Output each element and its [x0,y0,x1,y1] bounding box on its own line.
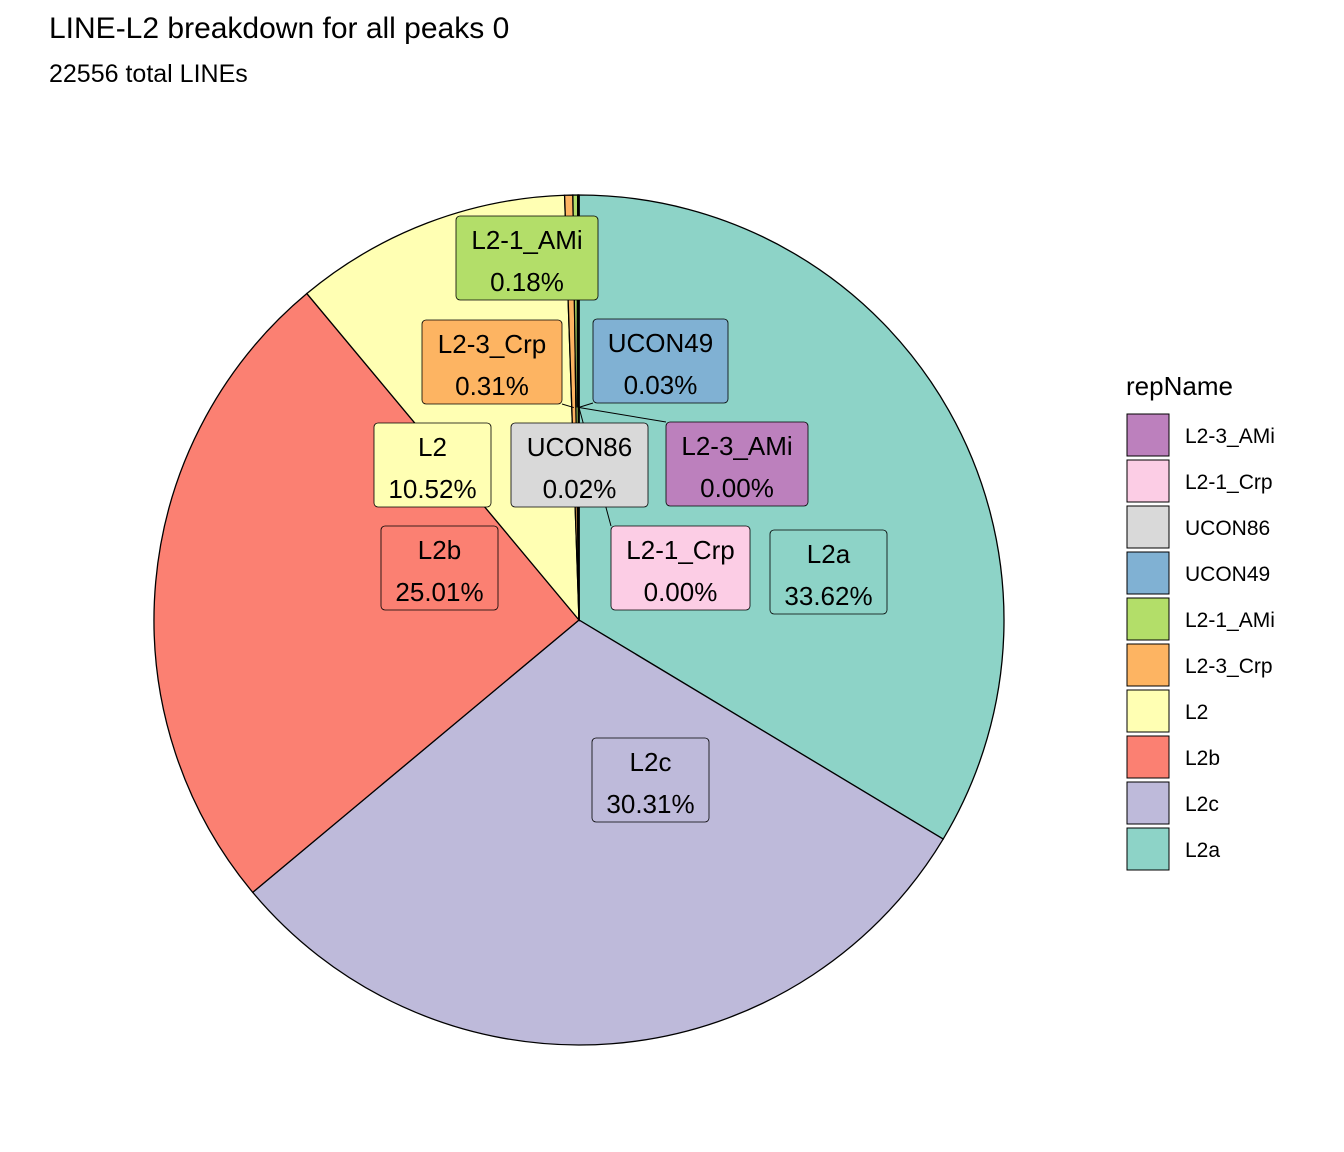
label-name-l2-3-crp: L2-3_Crp [438,329,546,359]
legend-label-l2-3-ami: L2-3_AMi [1185,425,1275,448]
label-box-ucon86 [510,422,649,508]
chart-title: LINE-L2 breakdown for all peaks 0 [49,12,510,45]
label-box-ucon49 [592,318,729,404]
legend-item-l2-1-crp: L2-1_Crp [1126,459,1273,503]
legend-item-l2-3-crp: L2-3_Crp [1126,643,1273,687]
label-name-l2-1-crp: L2-1_Crp [626,535,734,565]
legend-swatch-l2-3-ami [1126,413,1170,457]
legend-swatch-ucon49 [1126,551,1170,595]
legend-swatch-l2-1-ami [1126,597,1170,641]
label-name-l2c: L2c [630,747,672,777]
legend-label-ucon49: UCON49 [1185,563,1270,586]
label-value-l2a: 33.62% [784,581,872,611]
label-value-l2-1-crp: 0.00% [644,577,718,607]
label-value-l2: 10.52% [388,474,476,504]
legend: repName L2-3_AMi L2-1_Crp UCON86 UCON49 L2-1… [1126,371,1275,871]
legend-item-l2-1-ami: L2-1_AMi [1126,597,1275,641]
label-name-l2b: L2b [418,535,461,565]
legend-item-ucon49: UCON49 [1126,551,1270,595]
label-value-l2c: 30.31% [606,789,694,819]
slice-label-l2: L2 10.52% [373,422,492,508]
label-value-l2-3-crp: 0.31% [455,371,529,401]
legend-item-l2a: L2a [1126,827,1220,871]
legend-swatch-l2a [1126,827,1170,871]
legend-swatch-l2c [1126,781,1170,825]
label-box-l2a [769,529,888,615]
legend-swatch-l2-1-crp [1126,459,1170,503]
legend-item-l2b: L2b [1126,735,1220,779]
legend-label-l2-3-crp: L2-3_Crp [1185,655,1273,678]
legend-title: repName [1126,371,1233,401]
slice-label-l2-3-ami: L2-3_AMi 0.00% [665,421,809,507]
leader-line-ucon49 [578,402,594,408]
legend-swatch-l2 [1126,689,1170,733]
leader-line-l2-3-ami [578,407,667,423]
chart-subtitle: 22556 total LINEs [49,60,248,88]
leader-line-l2-3-crp [561,403,575,409]
legend-label-ucon86: UCON86 [1185,517,1270,540]
label-value-l2-1-ami: 0.18% [490,267,564,297]
label-box-l2-3-crp [421,319,563,405]
legend-item-l2-3-ami: L2-3_AMi [1126,413,1275,457]
legend-label-l2c: L2c [1185,793,1219,816]
label-value-l2b: 25.01% [395,577,483,607]
pie-slice-l2c [251,619,945,1046]
slice-labels: L2a 33.62% L2c 30.31% L2b 25.01% L2 10.52% L2-3_… [373,215,888,823]
label-value-ucon86: 0.02% [543,474,617,504]
legend-label-l2b: L2b [1185,747,1220,770]
slice-label-l2b: L2b 25.01% [380,525,499,611]
legend-label-l2a: L2a [1185,839,1220,862]
label-box-l2b [380,525,499,611]
slice-label-l2-3-crp: L2-3_Crp 0.31% [421,319,563,405]
legend-item-l2c: L2c [1126,781,1219,825]
label-box-l2c [591,737,710,823]
pie-slice-l2 [305,194,580,622]
label-box-l2-1-ami [455,215,599,301]
label-value-ucon49: 0.03% [624,370,698,400]
slice-label-ucon49: UCON49 0.03% [592,318,729,404]
legend-label-l2-1-crp: L2-1_Crp [1185,471,1273,494]
label-box-l2-3-ami [665,421,809,507]
legend-swatch-ucon86 [1126,505,1170,549]
pie-slices [153,194,1005,1046]
pie-slice-l2b [153,292,580,894]
legend-swatch-l2b [1126,735,1170,779]
legend-swatch-l2-3-crp [1126,643,1170,687]
slice-label-l2c: L2c 30.31% [591,737,710,823]
slice-label-l2-1-ami: L2-1_AMi 0.18% [455,215,599,301]
label-name-l2-1-ami: L2-1_AMi [471,225,582,255]
legend-item-l2: L2 [1126,689,1208,733]
slice-label-l2-1-crp: L2-1_Crp 0.00% [610,525,751,611]
legend-label-l2-1-ami: L2-1_AMi [1185,609,1275,632]
label-name-l2: L2 [418,432,447,462]
label-name-l2a: L2a [807,539,851,569]
label-box-l2-1-crp [610,525,751,611]
label-value-l2-3-ami: 0.00% [700,473,774,503]
label-name-ucon86: UCON86 [527,432,632,462]
slice-label-ucon86: UCON86 0.02% [510,422,649,508]
legend-label-l2: L2 [1185,701,1208,724]
label-name-ucon49: UCON49 [608,328,713,358]
label-name-l2-3-ami: L2-3_AMi [681,431,792,461]
legend-item-ucon86: UCON86 [1126,505,1270,549]
label-box-l2 [373,422,492,508]
slice-label-l2a: L2a 33.62% [769,529,888,615]
